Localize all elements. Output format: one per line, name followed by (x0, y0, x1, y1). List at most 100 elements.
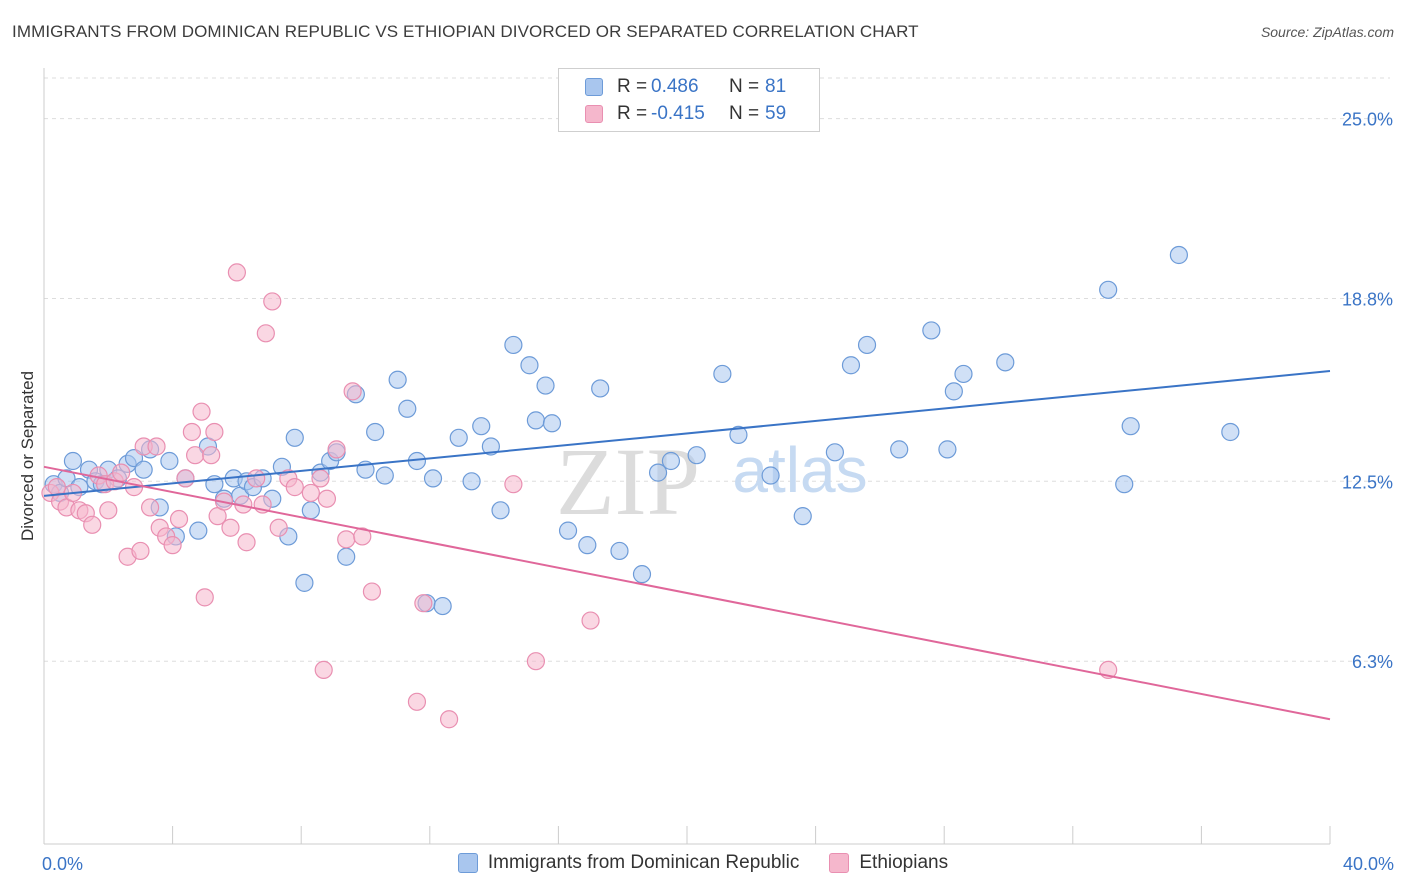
watermark-atlas: atlas (732, 434, 867, 506)
legend-r-value: -0.415 (651, 103, 705, 124)
dominican-point (1169, 245, 1188, 265)
dominican-point (472, 417, 491, 436)
ethiopian-point (227, 263, 246, 282)
legend-r-label: R = (617, 103, 648, 124)
dominican-point (558, 521, 578, 540)
ethiopian-point (301, 483, 320, 503)
chart-title: IMMIGRANTS FROM DOMINICAN REPUBLIC VS ET… (12, 22, 919, 41)
legend-row-blue: R = 0.486 N = 81 (585, 74, 786, 100)
dominican-point (536, 376, 555, 395)
dominican-point (632, 565, 652, 584)
dominican-point (366, 422, 385, 442)
dominican-point (890, 440, 909, 459)
dominican-point (1099, 280, 1118, 299)
ethiopian-point (414, 594, 433, 613)
series-name: Ethiopians (859, 852, 949, 873)
ethiopian-point (186, 446, 205, 465)
watermark: ZIP atlas (556, 428, 868, 535)
axis-layer (43, 68, 1331, 845)
dominican-point (954, 364, 973, 384)
ethiopian-point (112, 463, 131, 482)
ethiopian-point (263, 292, 282, 311)
series-swatch-pink (829, 853, 850, 873)
dominican-point (134, 460, 153, 479)
ethiopian-point (237, 533, 256, 552)
dominican-point (124, 448, 144, 468)
dominican-point (944, 382, 963, 401)
y-tick-label: 25.0% (1342, 110, 1393, 130)
ethiopian-point (353, 527, 372, 546)
dominican-point (922, 321, 941, 340)
ethiopian-point (407, 692, 427, 711)
dominican-point (526, 411, 545, 430)
ethiopian-point (269, 518, 288, 537)
dominican-point (761, 466, 780, 485)
dominican-point (295, 573, 314, 592)
dominican-point (160, 451, 179, 471)
ethiopian-point (362, 582, 382, 601)
dominican-point (610, 541, 629, 561)
source-label: Source: ZipAtlas.com (1260, 24, 1394, 40)
legend-n-label: N = (729, 76, 760, 97)
ethiopian-point (343, 382, 362, 401)
dominican-point (189, 521, 208, 540)
ethiopian-trend-line (43, 465, 1331, 721)
ethiopian-point (247, 469, 266, 488)
correlation-legend: R = 0.486 N = 81 R = -0.415 N = 59 (558, 68, 820, 132)
legend-n-value: 59 (765, 103, 787, 124)
legend-n-label: N = (729, 103, 760, 124)
y-tick-label: 12.5% (1342, 472, 1393, 492)
series-legend: Immigrants from Dominican Republic Ethio… (0, 852, 1406, 874)
dominican-point (591, 379, 610, 398)
x-tick-label: 0.0% (42, 854, 83, 874)
dominican-point (398, 399, 417, 418)
dominican-trend-line (43, 370, 1331, 497)
points-layer (41, 245, 1240, 729)
dominican-point (938, 440, 957, 459)
ethiopian-point (169, 509, 189, 529)
dominican-point (1115, 475, 1134, 494)
ethiopian-point (176, 469, 195, 488)
ethiopian-point (311, 469, 330, 488)
dominican-point (388, 370, 407, 389)
dominican-point (841, 356, 861, 375)
ethiopian-point (99, 501, 118, 520)
ethiopian-point (140, 498, 160, 517)
series-swatch-blue (457, 853, 478, 873)
watermark-zip: ZIP (556, 428, 700, 535)
dominican-point (491, 501, 510, 520)
ethiopian-point (285, 478, 304, 497)
x-tick-label: 40.0% (1343, 854, 1394, 874)
y-tick-label: 6.3% (1352, 652, 1393, 672)
series-legend-item-ethiopians: Ethiopians (829, 852, 948, 874)
ethiopian-point (147, 437, 166, 456)
y-tick-label: 18.8% (1342, 290, 1393, 310)
dominican-point (63, 451, 83, 471)
dominican-point (857, 335, 877, 355)
ethiopian-point (526, 652, 545, 671)
ethiopian-point (131, 541, 150, 561)
ethiopian-point (314, 660, 333, 680)
series-legend-item-dominican: Immigrants from Dominican Republic (457, 852, 800, 874)
dominican-point (1121, 417, 1140, 436)
ethiopian-point (195, 588, 214, 607)
tick-label-layer: 6.3% 12.5% 18.8% 25.0% 0.0% 40.0% (42, 110, 1394, 874)
dominican-point (713, 364, 732, 384)
ethiopian-point (581, 611, 600, 630)
dominican-point (520, 356, 539, 375)
legend-n-value: 81 (765, 76, 787, 97)
dominican-point (578, 536, 597, 555)
ethiopian-point (221, 518, 240, 537)
series-name: Immigrants from Dominican Republic (487, 852, 800, 873)
dominican-point (337, 547, 356, 566)
dominican-point (481, 437, 500, 456)
dominican-point (449, 428, 468, 447)
dominican-point (285, 428, 304, 447)
legend-swatch-pink (585, 105, 603, 123)
ethiopian-point (439, 710, 459, 729)
ethiopian-point (504, 475, 523, 494)
ethiopian-point (182, 422, 201, 442)
ethiopian-point (192, 402, 211, 421)
dominican-point (996, 353, 1015, 372)
